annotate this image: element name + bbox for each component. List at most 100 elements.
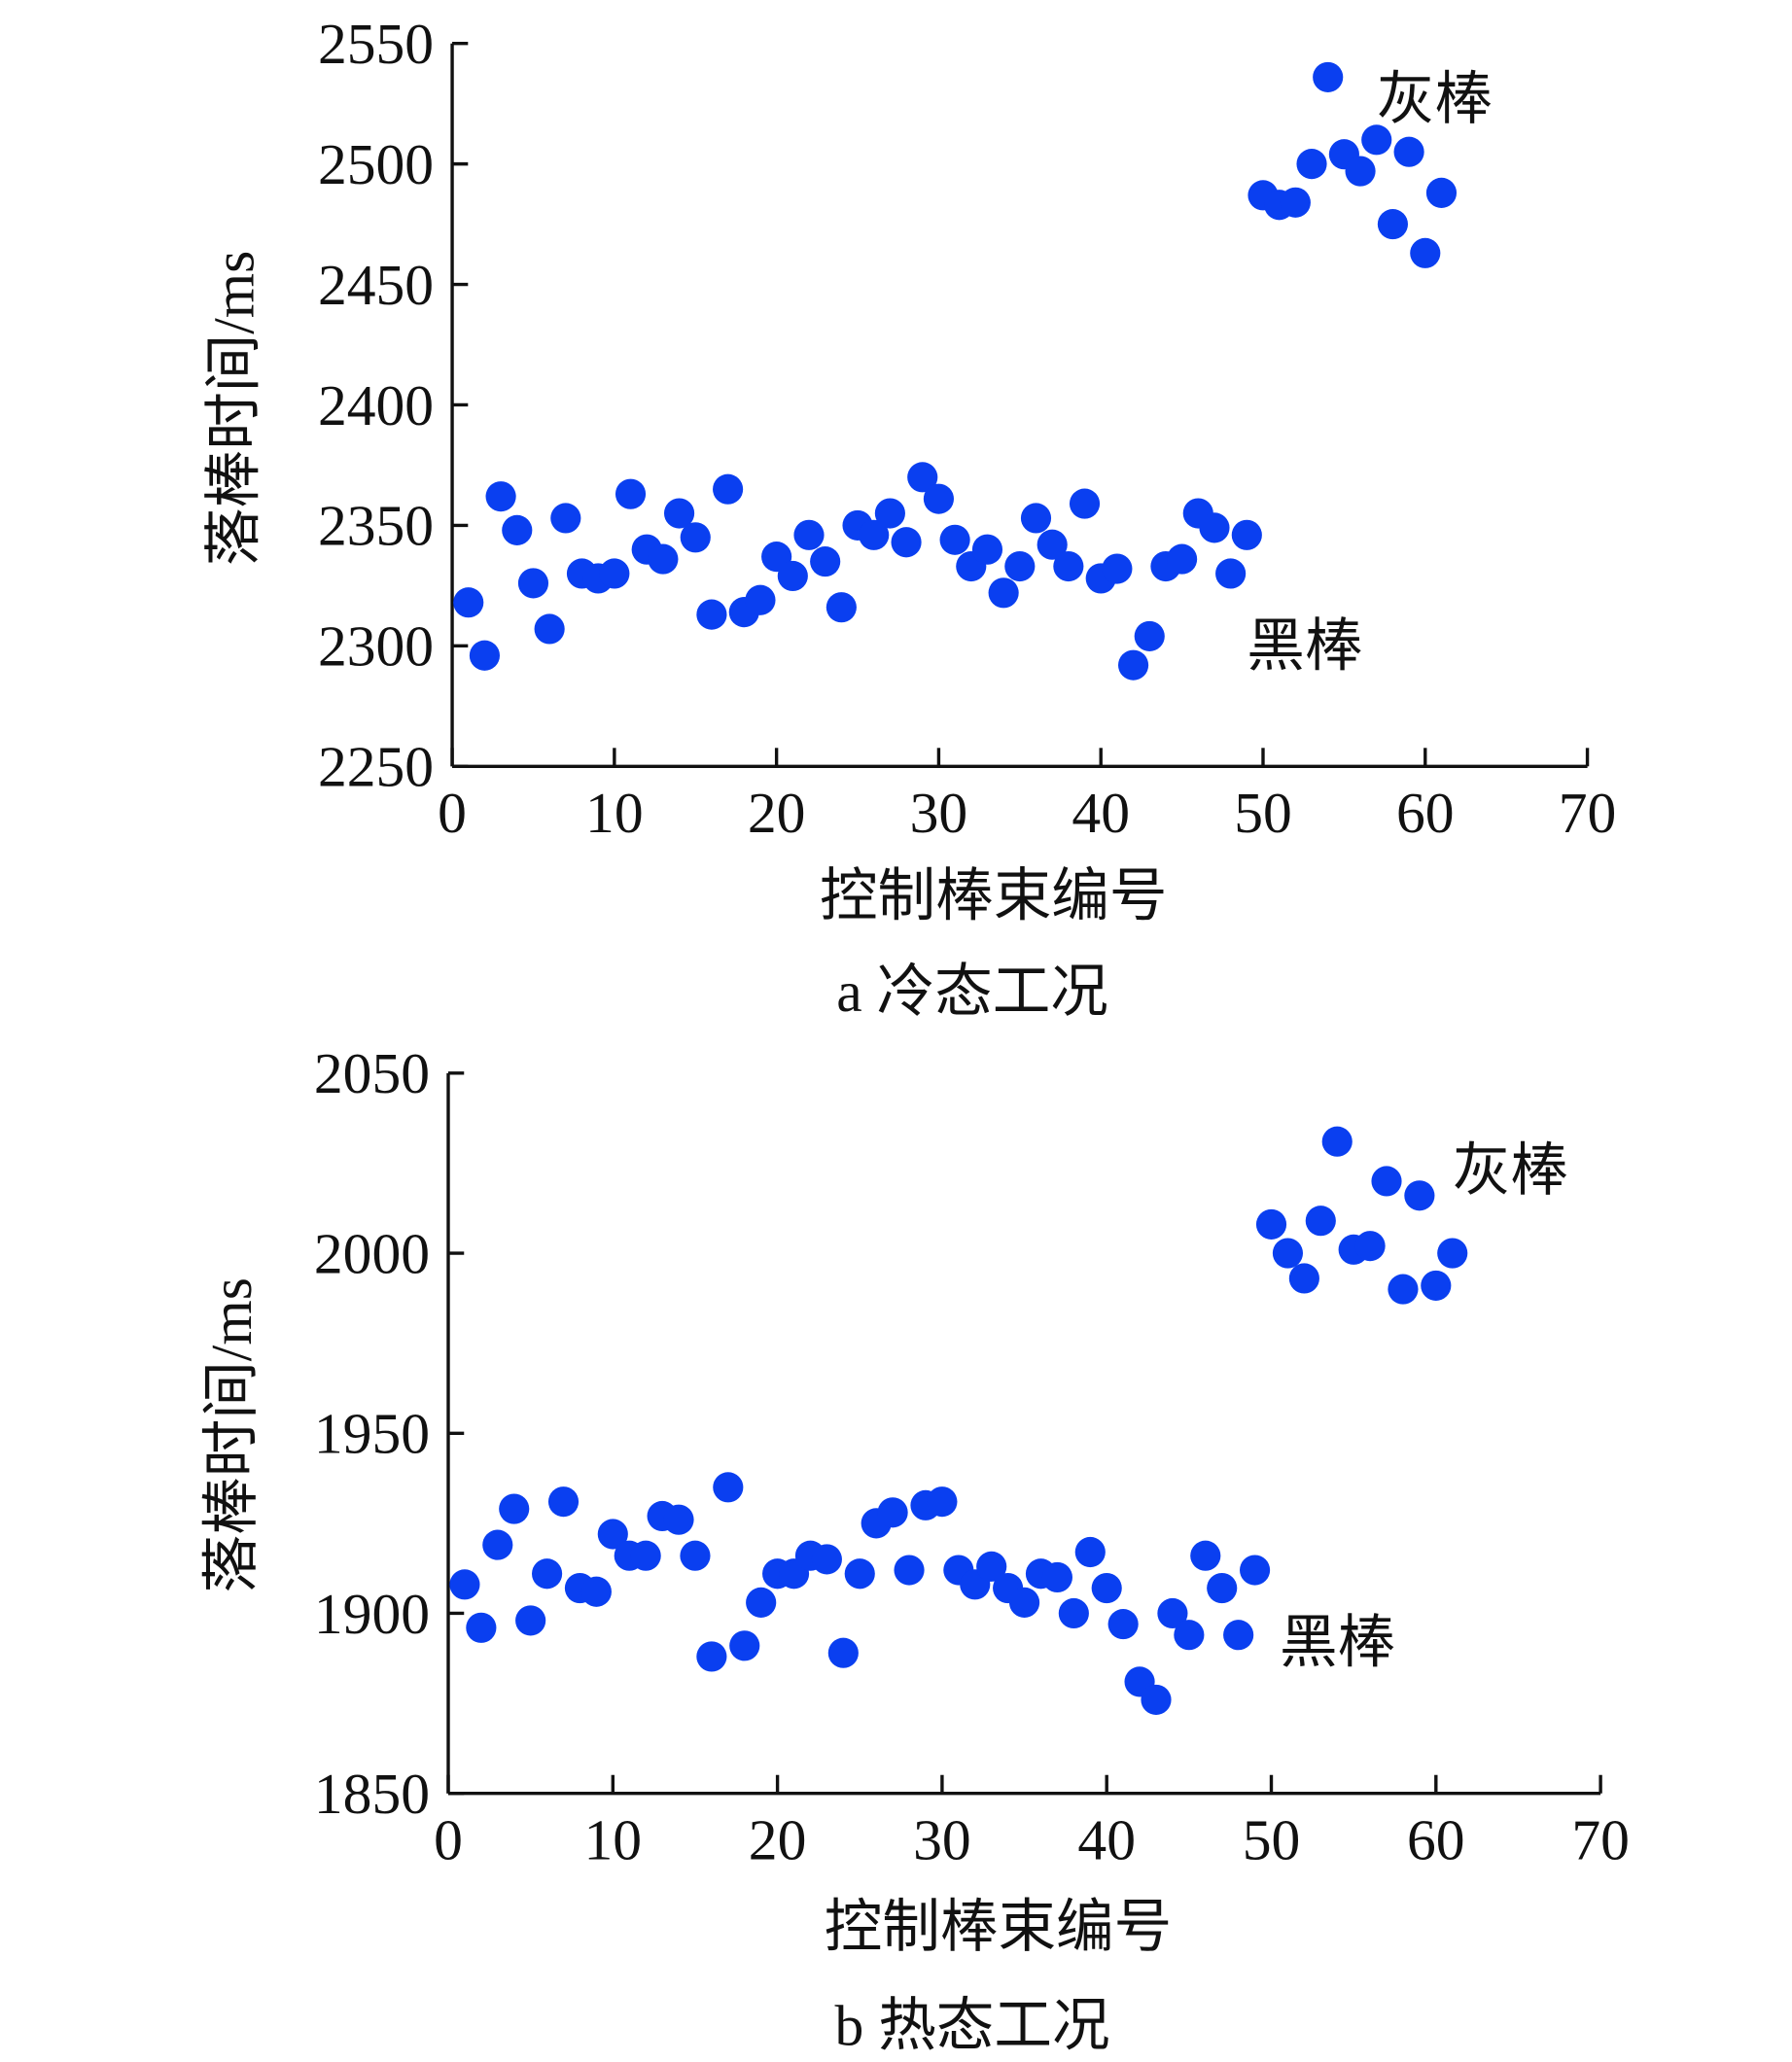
y-tick-label: 2250 — [318, 735, 434, 799]
data-point — [874, 498, 905, 529]
data-point — [1377, 209, 1408, 240]
data-point — [1041, 1561, 1072, 1593]
data-point — [1107, 1609, 1139, 1640]
data-point — [1157, 1597, 1188, 1629]
data-point — [810, 546, 841, 577]
x-tick-label: 50 — [1234, 781, 1292, 845]
annotation-label: 黑棒 — [1280, 1610, 1395, 1674]
x-tick-label: 0 — [438, 781, 467, 845]
x-tick-label: 0 — [434, 1807, 463, 1871]
data-point — [1280, 187, 1311, 218]
data-point — [713, 473, 744, 505]
data-point — [630, 1540, 661, 1571]
x-tick-label: 60 — [1396, 781, 1455, 845]
data-point — [1004, 550, 1036, 582]
data-point — [1199, 512, 1230, 543]
data-point — [1404, 1180, 1435, 1211]
data-point — [1102, 553, 1133, 584]
data-point — [680, 522, 711, 553]
data-point — [1037, 529, 1068, 560]
chart-a-cold-state: 2250 2300 2350 2400 2450 2500 2550 0 10 20 30 40 50 6… — [202, 12, 1617, 1024]
data-point — [532, 1558, 563, 1590]
data-point — [844, 1558, 875, 1590]
annotation-label: 灰棒 — [1453, 1138, 1568, 1203]
data-point — [1272, 1238, 1304, 1269]
data-point — [534, 613, 565, 645]
data-point — [499, 1493, 530, 1524]
data-point — [1410, 237, 1441, 268]
data-point — [580, 1576, 612, 1607]
y-tick-label: 2500 — [318, 132, 434, 196]
data-point — [1141, 1684, 1172, 1715]
data-point — [515, 1605, 546, 1636]
data-point — [1296, 149, 1327, 180]
chart-caption: a 冷态工况 — [836, 960, 1108, 1024]
y-tick-label: 1850 — [314, 1762, 430, 1826]
x-axis-label: 控制棒束编号 — [825, 1895, 1172, 1959]
data-point — [1215, 558, 1247, 589]
x-tick-label: 30 — [910, 781, 968, 845]
data-point — [923, 483, 954, 514]
y-axis-label: 落棒时间/ms — [199, 1277, 264, 1592]
data-point — [1053, 550, 1084, 582]
data-point — [1393, 136, 1424, 167]
y-tick-label: 2450 — [318, 253, 434, 317]
data-point — [1069, 488, 1101, 519]
data-point — [1321, 1126, 1353, 1157]
y-tick-label: 2000 — [314, 1221, 430, 1285]
data-point — [1425, 177, 1458, 208]
data-point — [663, 498, 695, 529]
data-point — [713, 1472, 744, 1503]
data-point — [1223, 1620, 1254, 1651]
x-tick-label: 20 — [748, 781, 806, 845]
data-point — [615, 478, 647, 509]
data-point — [793, 519, 825, 550]
data-point — [1305, 1206, 1336, 1237]
data-point — [1167, 543, 1198, 575]
data-point — [859, 519, 890, 550]
y-tick-label: 2050 — [314, 1041, 430, 1105]
annotation-label: 黑棒 — [1247, 614, 1362, 679]
data-point — [453, 587, 484, 618]
data-point — [1190, 1540, 1221, 1571]
data-point — [877, 1497, 908, 1528]
data-point — [1345, 156, 1376, 187]
data-point — [1388, 1274, 1419, 1305]
y-tick-label: 1950 — [314, 1402, 430, 1466]
y-tick-label: 2350 — [318, 494, 434, 558]
data-point — [927, 1486, 958, 1518]
data-point — [1288, 1263, 1319, 1294]
data-point — [1421, 1270, 1452, 1301]
data-point — [1074, 1536, 1106, 1568]
data-point — [745, 584, 776, 615]
data-point — [1091, 1572, 1122, 1604]
data-point — [729, 1630, 760, 1661]
data-point — [1255, 1208, 1287, 1240]
data-point — [1354, 1231, 1386, 1262]
data-point — [894, 1555, 925, 1586]
x-tick-label: 20 — [749, 1807, 807, 1871]
x-tick-label: 30 — [913, 1807, 971, 1871]
x-tick-label: 70 — [1571, 1807, 1630, 1871]
data-point — [599, 558, 630, 589]
data-point — [1058, 1597, 1089, 1629]
y-tick-label: 2300 — [318, 614, 434, 679]
x-tick-label: 70 — [1559, 781, 1617, 845]
x-tick-label: 10 — [584, 1807, 643, 1871]
chart-b-hot-state: 1850 1900 1950 2000 2050 0 10 20 30 40 50 60 70 控制棒束编… — [199, 1041, 1630, 2057]
data-point — [597, 1519, 628, 1550]
data-point — [550, 503, 581, 534]
data-point — [449, 1569, 480, 1600]
data-point — [517, 568, 549, 599]
data-point — [826, 592, 857, 623]
data-point — [746, 1587, 777, 1618]
x-tick-label: 40 — [1077, 1807, 1136, 1871]
data-point — [696, 1641, 727, 1672]
y-tick-label: 2550 — [318, 12, 434, 76]
data-point — [976, 1551, 1007, 1582]
data-point — [1437, 1238, 1468, 1269]
data-point — [827, 1637, 859, 1668]
data-point — [1231, 519, 1262, 550]
data-point — [891, 527, 922, 558]
